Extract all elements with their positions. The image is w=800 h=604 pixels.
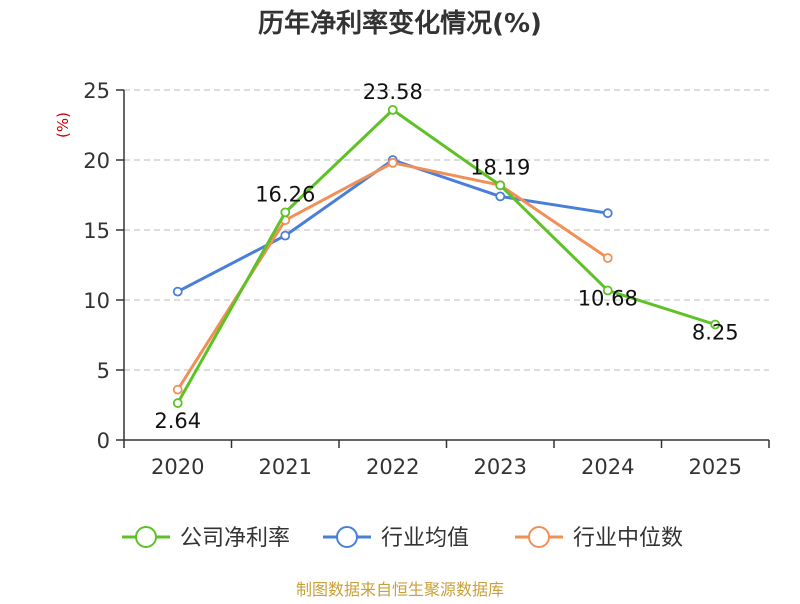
- legend-label: 公司净利率: [180, 526, 290, 551]
- legend-item[interactable]: 行业均值: [323, 526, 469, 551]
- data-point[interactable]: [172, 384, 183, 395]
- data-point[interactable]: [387, 157, 398, 168]
- data-point[interactable]: [280, 230, 291, 241]
- grid: [124, 89, 769, 371]
- data-label: 2.64: [154, 409, 201, 433]
- data-point[interactable]: [710, 319, 721, 330]
- data-point[interactable]: [602, 253, 613, 263]
- series-line: [176, 108, 716, 404]
- series-line: [176, 161, 609, 391]
- x-tick-label: 2023: [474, 455, 527, 479]
- x-tick-label: 2020: [151, 455, 204, 479]
- data-label: 16.26: [255, 182, 315, 206]
- series-group: [172, 104, 721, 408]
- y-tick-label: 15: [83, 219, 110, 243]
- chart-title: 历年净利率变化情况(%): [258, 8, 542, 39]
- x-tick-label: 2024: [581, 455, 634, 479]
- data-point[interactable]: [172, 286, 183, 297]
- data-point[interactable]: [172, 398, 183, 408]
- legend-label: 行业中位数: [573, 526, 683, 551]
- source-note: 制图数据来自恒生聚源数据库: [296, 580, 504, 599]
- data-point[interactable]: [495, 180, 506, 191]
- y-tick-label: 25: [83, 79, 110, 103]
- data-point[interactable]: [280, 207, 291, 218]
- y-axis-label: (%): [54, 112, 72, 138]
- data-point[interactable]: [602, 285, 613, 296]
- y-tick-label: 0: [97, 429, 110, 453]
- data-point[interactable]: [387, 104, 398, 115]
- y-tick-label: 10: [83, 289, 110, 313]
- x-tick-label: 2025: [689, 455, 742, 479]
- data-labels: 2.64 16.26 23.58 18.19 10.68 8.25: [154, 80, 738, 433]
- y-tick-label: 20: [83, 149, 110, 173]
- data-label: 18.19: [470, 155, 530, 179]
- legend-marker: [135, 526, 157, 548]
- legend-item[interactable]: 行业中位数: [515, 526, 683, 551]
- legend-marker: [528, 526, 550, 548]
- data-label: 10.68: [578, 286, 638, 310]
- data-label: 8.25: [692, 321, 739, 345]
- data-point[interactable]: [495, 191, 506, 202]
- data-label: 23.58: [363, 80, 423, 104]
- legend-marker: [336, 526, 358, 548]
- legend-label: 行业均值: [381, 526, 469, 551]
- legend-item[interactable]: 公司净利率: [122, 526, 290, 551]
- x-tick-label: 2022: [366, 455, 419, 479]
- data-point[interactable]: [602, 208, 613, 219]
- legend[interactable]: 公司净利率 行业均值 行业中位数: [122, 526, 683, 551]
- y-tick-label: 5: [97, 359, 110, 383]
- x-tick-label: 2021: [259, 455, 312, 479]
